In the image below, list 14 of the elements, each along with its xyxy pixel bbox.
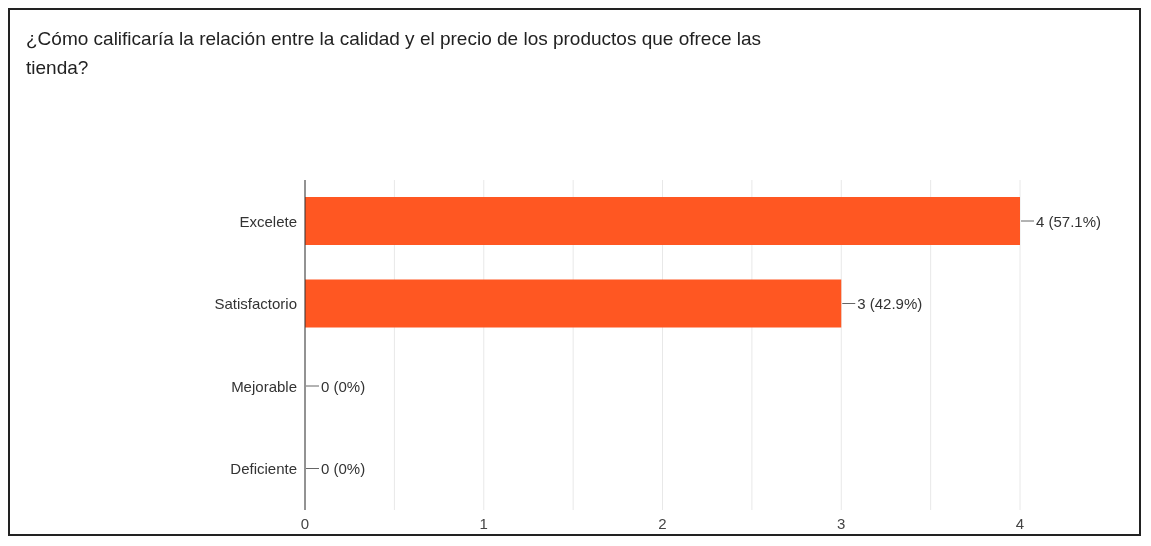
y-tick-label: Deficiente <box>230 460 297 478</box>
x-tick-label: 0 <box>300 514 310 532</box>
y-tick-label: Excelete <box>239 212 297 230</box>
data-label: 4 (57.1%) <box>1036 212 1102 230</box>
x-tick-label: 4 <box>1015 514 1025 532</box>
data-label: 0 (0%) <box>321 460 366 477</box>
chart-title: ¿Cómo calificaría la relación entre la calidad y el precio de los productos que ofrece las tienda? <box>26 27 763 80</box>
x-tick-label: 3 <box>837 514 846 532</box>
data-label: 0 (0%) <box>321 377 366 395</box>
data-label: 3 (42.9%) <box>857 295 923 312</box>
y-tick-label: Mejorable <box>231 377 297 395</box>
x-tick-label: 2 <box>658 514 667 532</box>
y-tick-label: Satisfactorio <box>214 295 297 313</box>
x-tick-label: 1 <box>479 514 488 532</box>
